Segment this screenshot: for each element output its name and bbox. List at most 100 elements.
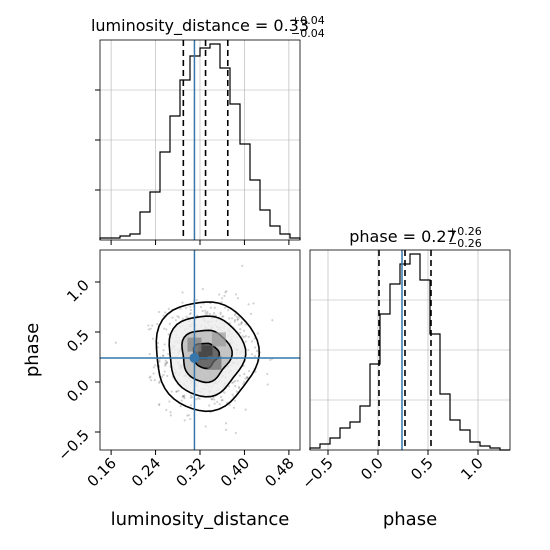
panel-frame <box>309 249 511 451</box>
sample-point <box>240 321 243 325</box>
sample-point <box>185 306 188 310</box>
sample-point <box>234 312 237 316</box>
sample-point <box>227 385 231 388</box>
sample-point <box>166 374 169 378</box>
tick-marks <box>327 450 479 455</box>
sample-point <box>230 317 234 320</box>
sample-point <box>220 399 223 402</box>
sample-point <box>237 316 241 319</box>
title-median: 0.33 <box>273 16 309 35</box>
sample-point <box>169 411 172 414</box>
density-cell <box>211 332 226 347</box>
sample-point <box>151 324 154 327</box>
sample-point <box>175 390 179 393</box>
sample-point <box>271 319 274 322</box>
sample-point <box>201 309 204 313</box>
sample-point <box>234 293 238 296</box>
sample-point <box>195 398 198 401</box>
x-tick-label: 0.24 <box>128 454 164 490</box>
sample-point <box>238 374 241 377</box>
sample-point <box>209 306 212 309</box>
sample-point <box>174 319 177 322</box>
sample-point <box>254 370 257 373</box>
y-tick-label: 0.0 <box>63 376 93 406</box>
sample-point <box>256 332 259 335</box>
y-tick-label: −0.5 <box>54 426 92 464</box>
quantile-lines <box>182 40 229 240</box>
sample-point <box>221 398 224 402</box>
sample-point <box>233 320 236 323</box>
sample-point <box>161 375 164 378</box>
sample-point <box>232 406 236 409</box>
x-tick-labels: 0.16 0.24 0.32 0.40 0.48 <box>84 454 298 490</box>
sample-point <box>212 311 216 315</box>
sample-point <box>218 403 221 406</box>
title-plus: +0.26 <box>448 225 482 238</box>
sample-point <box>164 362 167 365</box>
sample-point <box>269 358 272 362</box>
x-tick-labels: −0.5 0.0 0.5 1.0 <box>298 454 486 492</box>
sample-point <box>182 395 186 398</box>
sample-point <box>114 341 117 344</box>
sample-point <box>168 400 171 403</box>
panel-title: luminosity_distance = 0.33 <box>91 16 309 36</box>
sample-point <box>148 376 151 379</box>
phase-histogram <box>309 253 510 451</box>
sample-point <box>163 327 166 330</box>
sample-point <box>266 383 269 386</box>
sample-point <box>179 307 182 311</box>
sample-point <box>162 349 165 352</box>
quantile-lines <box>378 250 432 450</box>
sample-point <box>181 394 185 398</box>
sample-point <box>165 361 169 364</box>
sample-point <box>171 316 174 319</box>
sample-point <box>169 414 172 417</box>
sample-point <box>167 352 170 356</box>
sample-point <box>238 387 241 390</box>
sample-point <box>232 381 235 384</box>
luminosity-distance-histogram <box>99 43 301 240</box>
sample-point <box>204 425 207 428</box>
sample-point <box>223 391 226 394</box>
sample-point <box>244 408 247 411</box>
sample-point <box>222 315 225 318</box>
sample-point <box>246 376 249 379</box>
tick-marks <box>95 281 290 455</box>
title-equals: = <box>250 16 274 35</box>
sample-point <box>163 370 166 373</box>
y-tick-label: 0.5 <box>63 326 93 356</box>
title-minus: −0.26 <box>448 237 482 250</box>
truth-marker <box>189 353 200 363</box>
title-median: 0.27 <box>421 227 457 246</box>
sample-point <box>249 312 253 315</box>
sample-point <box>244 340 247 343</box>
sample-point <box>236 315 239 319</box>
sample-point <box>248 370 251 373</box>
sample-point <box>175 390 178 393</box>
grid-lines <box>310 250 510 450</box>
sample-point <box>165 328 168 331</box>
sample-point <box>183 397 186 400</box>
sample-point <box>201 287 204 291</box>
sample-point <box>181 395 184 398</box>
sample-point <box>204 309 207 312</box>
sample-point <box>243 373 246 376</box>
sample-point <box>245 376 248 379</box>
sample-point <box>152 372 155 375</box>
sample-point <box>240 323 243 326</box>
sample-point <box>189 417 192 421</box>
sample-point <box>250 340 254 343</box>
x-axis-label: luminosity_distance <box>111 509 290 530</box>
sample-point <box>158 381 161 384</box>
sample-point <box>236 297 240 300</box>
sample-point <box>224 291 227 294</box>
sample-point <box>195 298 198 302</box>
sample-point <box>219 396 223 399</box>
sample-point <box>247 335 250 338</box>
x-tick-label: 0.48 <box>261 454 297 490</box>
sample-point <box>196 314 199 317</box>
sample-point <box>162 354 165 357</box>
sample-point <box>221 315 224 318</box>
sample-point <box>241 335 244 338</box>
sample-point <box>158 360 161 363</box>
